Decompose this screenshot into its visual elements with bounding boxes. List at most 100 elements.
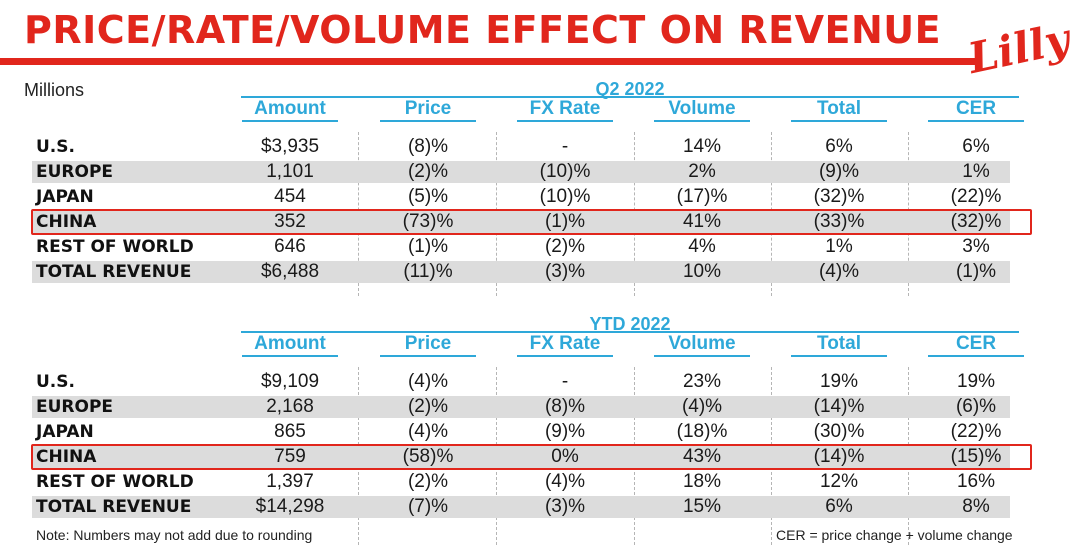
cell-volume: 41% bbox=[682, 211, 722, 232]
cell-volume: 14% bbox=[682, 136, 722, 157]
lilly-logo: Lilly bbox=[964, 13, 1074, 84]
cell-price: (4)% bbox=[407, 421, 449, 442]
period-rule bbox=[241, 331, 1019, 333]
table-row: REST OF WORLD 646 (1)% (2)% 4% 1% 3% bbox=[32, 236, 1010, 258]
column-header-rule bbox=[654, 355, 750, 357]
row-label: U.S. bbox=[36, 372, 75, 392]
cell-cer: (32)% bbox=[950, 211, 1002, 232]
row-label: EUROPE bbox=[36, 162, 114, 182]
cell-price: (11)% bbox=[403, 261, 453, 282]
cell-price: (1)% bbox=[407, 236, 449, 257]
cell-amount: 454 bbox=[274, 186, 306, 207]
cell-amount: $6,488 bbox=[260, 261, 320, 282]
row-label: TOTAL REVENUE bbox=[36, 262, 192, 282]
cell-total: 19% bbox=[819, 371, 859, 392]
column-header-amount: Amount bbox=[254, 98, 326, 119]
cell-cer: (15)% bbox=[950, 446, 1002, 467]
cell-amount: 2,168 bbox=[266, 396, 314, 417]
table-row: JAPAN 454 (5)% (10)% (17)% (32)% (22)% bbox=[32, 186, 1010, 208]
cell-cer: 19% bbox=[956, 371, 996, 392]
column-header-rule bbox=[380, 120, 476, 122]
column-header-cer: CER bbox=[955, 98, 997, 119]
cell-fx-rate: (1)% bbox=[544, 211, 586, 232]
table-row: CHINA 759 (58)% 0% 43% (14)% (15)% bbox=[32, 446, 1010, 468]
column-header-cer: CER bbox=[955, 333, 997, 354]
cell-amount: 1,101 bbox=[266, 161, 314, 182]
table-row: CHINA 352 (73)% (1)% 41% (33)% (32)% bbox=[32, 211, 1010, 233]
highlight-box bbox=[31, 444, 1032, 470]
cell-cer: 16% bbox=[956, 471, 996, 492]
table-row: JAPAN 865 (4)% (9)% (18)% (30)% (22)% bbox=[32, 421, 1010, 443]
column-header-rule bbox=[380, 355, 476, 357]
cell-total: (14)% bbox=[813, 396, 865, 417]
cell-cer: (1)% bbox=[955, 261, 997, 282]
cell-fx-rate: - bbox=[561, 371, 569, 392]
cell-total: 1% bbox=[825, 236, 853, 257]
cell-fx-rate: (8)% bbox=[544, 396, 586, 417]
row-label: EUROPE bbox=[36, 397, 114, 417]
cell-amount: $3,935 bbox=[260, 136, 320, 157]
cell-amount: 1,397 bbox=[266, 471, 314, 492]
cer-definition-note: CER = price change + volume change bbox=[776, 527, 1013, 543]
highlight-box bbox=[31, 209, 1032, 235]
cell-amount: $14,298 bbox=[255, 496, 325, 517]
cell-cer: (6)% bbox=[955, 396, 997, 417]
cell-total: (33)% bbox=[813, 211, 865, 232]
row-label: U.S. bbox=[36, 137, 75, 157]
cell-fx-rate: (10)% bbox=[539, 186, 591, 207]
column-header-rule bbox=[791, 120, 887, 122]
cell-fx-rate: (9)% bbox=[544, 421, 586, 442]
column-header-fx-rate: FX Rate bbox=[529, 333, 601, 354]
cell-price: (4)% bbox=[407, 371, 449, 392]
cell-volume: 15% bbox=[682, 496, 722, 517]
cell-fx-rate: (10)% bbox=[539, 161, 591, 182]
cell-total: (30)% bbox=[813, 421, 865, 442]
period-rule bbox=[241, 96, 1019, 98]
row-label: CHINA bbox=[36, 447, 97, 467]
cell-cer: (22)% bbox=[950, 186, 1002, 207]
column-header-fx-rate: FX Rate bbox=[529, 98, 601, 119]
cell-fx-rate: (2)% bbox=[544, 236, 586, 257]
table-row: EUROPE 1,101 (2)% (10)% 2% (9)% 1% bbox=[32, 161, 1010, 183]
cell-cer: (22)% bbox=[950, 421, 1002, 442]
table-row: EUROPE 2,168 (2)% (8)% (4)% (14)% (6)% bbox=[32, 396, 1010, 418]
cell-amount: 352 bbox=[274, 211, 306, 232]
cell-volume: 2% bbox=[688, 161, 716, 182]
row-label: REST OF WORLD bbox=[36, 237, 194, 257]
cell-amount: 646 bbox=[274, 236, 306, 257]
cell-total: (32)% bbox=[813, 186, 865, 207]
period-header-ytd-2022: YTD 2022 bbox=[589, 314, 671, 334]
cell-fx-rate: - bbox=[561, 136, 569, 157]
page-title: PRICE/RATE/VOLUME EFFECT ON REVENUE bbox=[24, 8, 942, 52]
cell-amount: 759 bbox=[274, 446, 306, 467]
cell-price: (2)% bbox=[407, 161, 449, 182]
column-header-rule bbox=[242, 355, 338, 357]
column-header-rule bbox=[517, 120, 613, 122]
row-label: CHINA bbox=[36, 212, 97, 232]
row-label: REST OF WORLD bbox=[36, 472, 194, 492]
units-label: Millions bbox=[24, 80, 85, 100]
rounding-note: Note: Numbers may not add due to roundin… bbox=[36, 527, 313, 543]
row-label: TOTAL REVENUE bbox=[36, 497, 192, 517]
cell-fx-rate: 0% bbox=[551, 446, 579, 467]
column-header-rule bbox=[517, 355, 613, 357]
cell-cer: 1% bbox=[962, 161, 990, 182]
cell-cer: 6% bbox=[962, 136, 990, 157]
cell-cer: 3% bbox=[962, 236, 990, 257]
cell-fx-rate: (3)% bbox=[544, 496, 586, 517]
column-header-price: Price bbox=[404, 98, 452, 119]
cell-price: (73)% bbox=[402, 211, 454, 232]
column-header-price: Price bbox=[404, 333, 452, 354]
column-header-rule bbox=[928, 120, 1024, 122]
cell-total: 12% bbox=[819, 471, 859, 492]
column-header-rule bbox=[242, 120, 338, 122]
cell-volume: (18)% bbox=[676, 421, 728, 442]
cell-total: (4)% bbox=[818, 261, 860, 282]
cell-amount: $9,109 bbox=[260, 371, 320, 392]
table-row: TOTAL REVENUE $6,488 (11)% (3)% 10% (4)% (1)% bbox=[32, 261, 1010, 283]
row-label: JAPAN bbox=[36, 422, 94, 442]
cell-fx-rate: (3)% bbox=[544, 261, 586, 282]
table-row: U.S. $3,935 (8)% - 14% 6% 6% bbox=[32, 136, 1010, 158]
column-header-rule bbox=[928, 355, 1024, 357]
column-header-amount: Amount bbox=[254, 333, 326, 354]
